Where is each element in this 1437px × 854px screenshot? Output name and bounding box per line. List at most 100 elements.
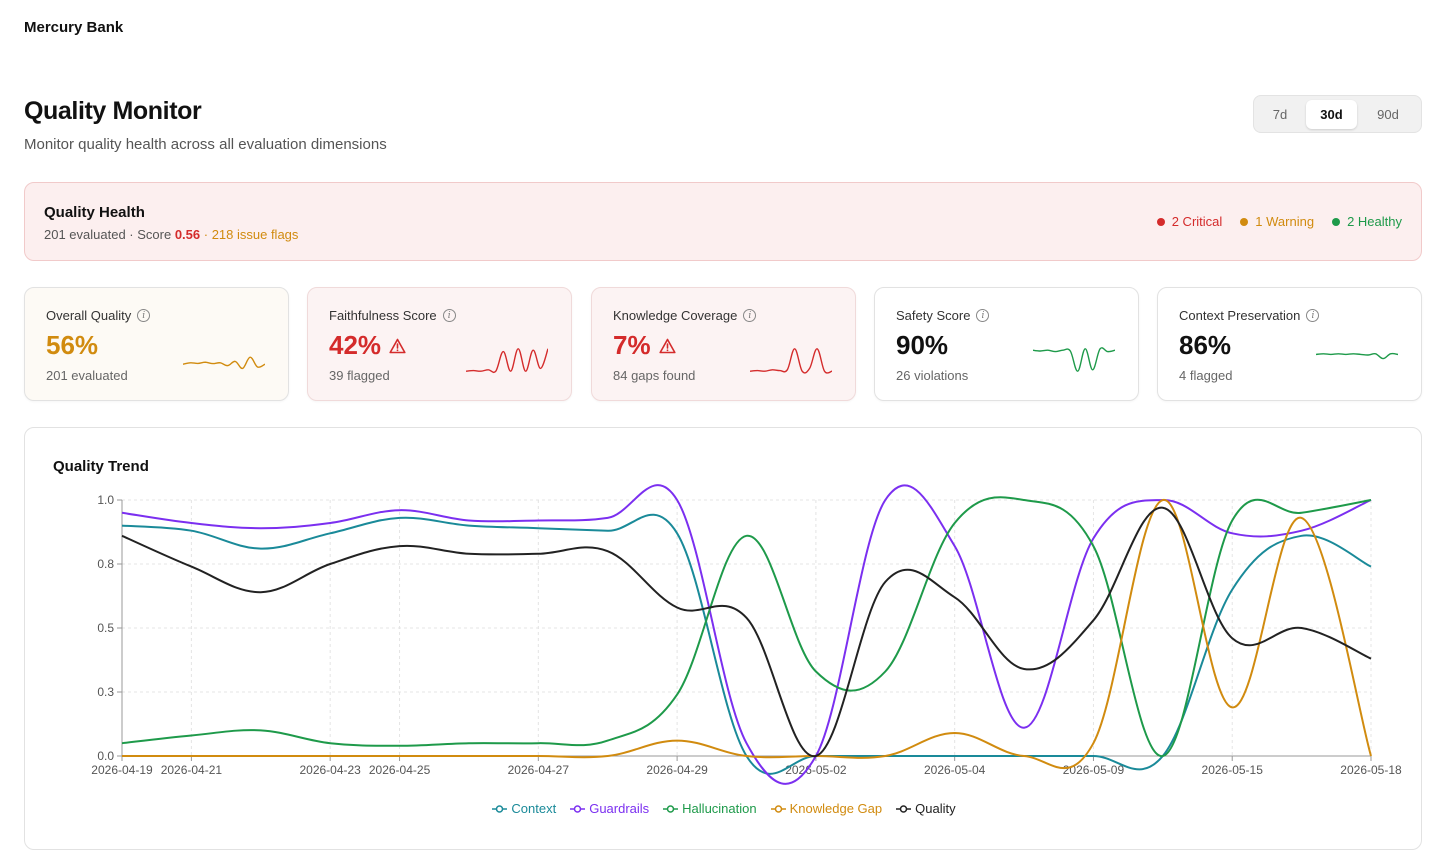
health-status-legend: 2 Critical 1 Warning 2 Healthy	[1156, 214, 1402, 229]
metric-subtext: 26 violations	[896, 368, 969, 383]
x-tick-label: 2026-04-23	[299, 763, 361, 777]
sparkline	[1316, 352, 1398, 360]
status-warning-label: 1 Warning	[1255, 214, 1315, 229]
range-7d-button[interactable]: 7d	[1272, 106, 1288, 122]
info-icon[interactable]: i	[976, 309, 990, 322]
chart-legend: Context Guardrails Hallucination Knowledge …	[25, 801, 1423, 816]
x-tick-label: 2026-04-29	[646, 763, 708, 777]
healthy-dot-icon	[1332, 217, 1341, 226]
metric-label: Safety Score i	[896, 308, 990, 323]
x-tick-label: 2026-05-04	[924, 763, 986, 777]
legend-label: Hallucination	[682, 801, 757, 816]
legend-marker-icon	[770, 804, 786, 813]
y-tick-label: 0.3	[97, 685, 114, 699]
metric-value: 56%	[46, 330, 98, 361]
metric-subtext: 84 gaps found	[613, 368, 696, 383]
y-tick-label: 0.8	[97, 557, 114, 571]
status-warning: 1 Warning	[1240, 214, 1314, 229]
quality-trend-panel: Quality Trend 0.0 0.3 0.5 0.8 1.0 2026-04-19 2…	[24, 427, 1422, 850]
metric-value: 86%	[1179, 330, 1231, 361]
info-icon[interactable]: i	[442, 309, 456, 322]
legend-marker-icon	[570, 804, 586, 813]
health-summary: 201 evaluated · Score 0.56 · 218 issue f…	[44, 227, 298, 242]
metric-label-text: Faithfulness Score	[329, 308, 437, 323]
sparkline-series	[183, 356, 265, 370]
status-healthy: 2 Healthy	[1332, 214, 1402, 229]
health-sep-2: ·	[200, 227, 212, 242]
x-tick-label: 2026-04-19	[91, 763, 153, 777]
health-sep: · Score	[125, 227, 175, 242]
legend-marker-icon	[663, 804, 679, 813]
x-tick-label: 2026-05-09	[1063, 763, 1125, 777]
series-line-knowledge-gap	[122, 499, 1372, 770]
metric-value-text: 56%	[46, 330, 99, 360]
legend-marker-icon	[896, 804, 912, 813]
metric-card-faithfulness[interactable]: Faithfulness Score i 42% 39 flagged	[307, 287, 572, 401]
status-critical-label: 2 Critical	[1171, 214, 1223, 229]
legend-item-knowledge-gap[interactable]: Knowledge Gap	[770, 801, 883, 816]
metric-label: Faithfulness Score i	[329, 308, 456, 323]
metric-subtext: 4 flagged	[1179, 368, 1233, 383]
metric-value: 90%	[896, 330, 948, 361]
metric-card-overall-quality[interactable]: Overall Quality i 56% 201 evaluated	[24, 287, 289, 401]
x-tick-label: 2026-05-18	[1340, 763, 1402, 777]
range-30d-button[interactable]: 30d	[1306, 99, 1357, 129]
quality-trend-chart[interactable]: 0.0 0.3 0.5 0.8 1.0 2026-04-19 2026-04-21 2026-…	[25, 428, 1423, 851]
info-icon[interactable]: i	[743, 309, 757, 322]
chart-title: Quality Trend	[53, 458, 149, 475]
metric-label-text: Context Preservation	[1179, 308, 1301, 323]
sparkline	[750, 348, 832, 374]
page-title: Quality Monitor	[24, 97, 202, 125]
range-90d-button[interactable]: 90d	[1377, 106, 1399, 122]
quality-health-banner: Quality Health 201 evaluated · Score 0.5…	[24, 182, 1422, 261]
health-evaluated: 201 evaluated	[44, 227, 126, 242]
legend-item-context[interactable]: Context	[492, 801, 556, 816]
y-tick-label: 0.5	[97, 621, 114, 635]
metric-label-text: Overall Quality	[46, 308, 132, 323]
legend-label: Quality	[915, 801, 956, 816]
health-title: Quality Health	[44, 204, 145, 221]
legend-marker-icon	[492, 804, 508, 813]
page-subtitle: Monitor quality health across all evalua…	[24, 136, 387, 153]
warning-dot-icon	[1240, 217, 1249, 226]
legend-item-guardrails[interactable]: Guardrails	[570, 801, 649, 816]
metric-card-context-preservation[interactable]: Context Preservation i 86% 4 flagged	[1157, 287, 1422, 401]
metric-value-text: 7%	[613, 330, 651, 360]
metric-subtext: 39 flagged	[329, 368, 390, 383]
time-range-toggle: 7d 30d 90d	[1253, 95, 1422, 133]
legend-item-quality[interactable]: Quality	[896, 801, 956, 816]
x-tick-label: 2026-05-15	[1202, 763, 1264, 777]
info-icon[interactable]: i	[1306, 309, 1320, 322]
metric-label-text: Knowledge Coverage	[613, 308, 738, 323]
metric-label-text: Safety Score	[896, 308, 971, 323]
metric-value-text: 86%	[1179, 330, 1232, 360]
legend-label: Knowledge Gap	[789, 801, 883, 816]
series-line-guardrails	[121, 484, 1372, 785]
legend-item-hallucination[interactable]: Hallucination	[663, 801, 757, 816]
metric-subtext: 201 evaluated	[46, 368, 128, 383]
metric-label: Knowledge Coverage i	[613, 308, 757, 323]
health-issue-flags: 218 issue flags	[211, 227, 299, 242]
x-tick-label: 2026-04-27	[508, 763, 570, 777]
metric-value-text: 90%	[896, 330, 949, 360]
series-line-context	[121, 513, 1372, 775]
metric-label: Context Preservation i	[1179, 308, 1320, 323]
metric-value-text: 42%	[329, 330, 382, 360]
x-tick-label: 2026-04-21	[161, 763, 223, 777]
metric-card-knowledge-coverage[interactable]: Knowledge Coverage i 7% 84 gaps found	[591, 287, 856, 401]
health-score: 0.56	[174, 227, 201, 242]
sparkline	[466, 348, 548, 374]
x-tick-label: 2026-04-25	[369, 763, 431, 777]
warning-triangle-icon	[658, 338, 676, 353]
metric-label: Overall Quality i	[46, 308, 151, 323]
status-critical: 2 Critical	[1156, 214, 1223, 229]
sparkline-series	[1033, 347, 1115, 372]
metric-value: 7%	[613, 330, 676, 361]
metric-card-safety-score[interactable]: Safety Score i 90% 26 violations	[874, 287, 1139, 401]
series-line-quality	[121, 506, 1372, 758]
sparkline-series	[466, 348, 548, 374]
sparkline	[183, 356, 265, 370]
sparkline-series	[1316, 352, 1398, 360]
x-tick-label: 2026-05-02	[785, 763, 847, 777]
info-icon[interactable]: i	[137, 309, 151, 322]
